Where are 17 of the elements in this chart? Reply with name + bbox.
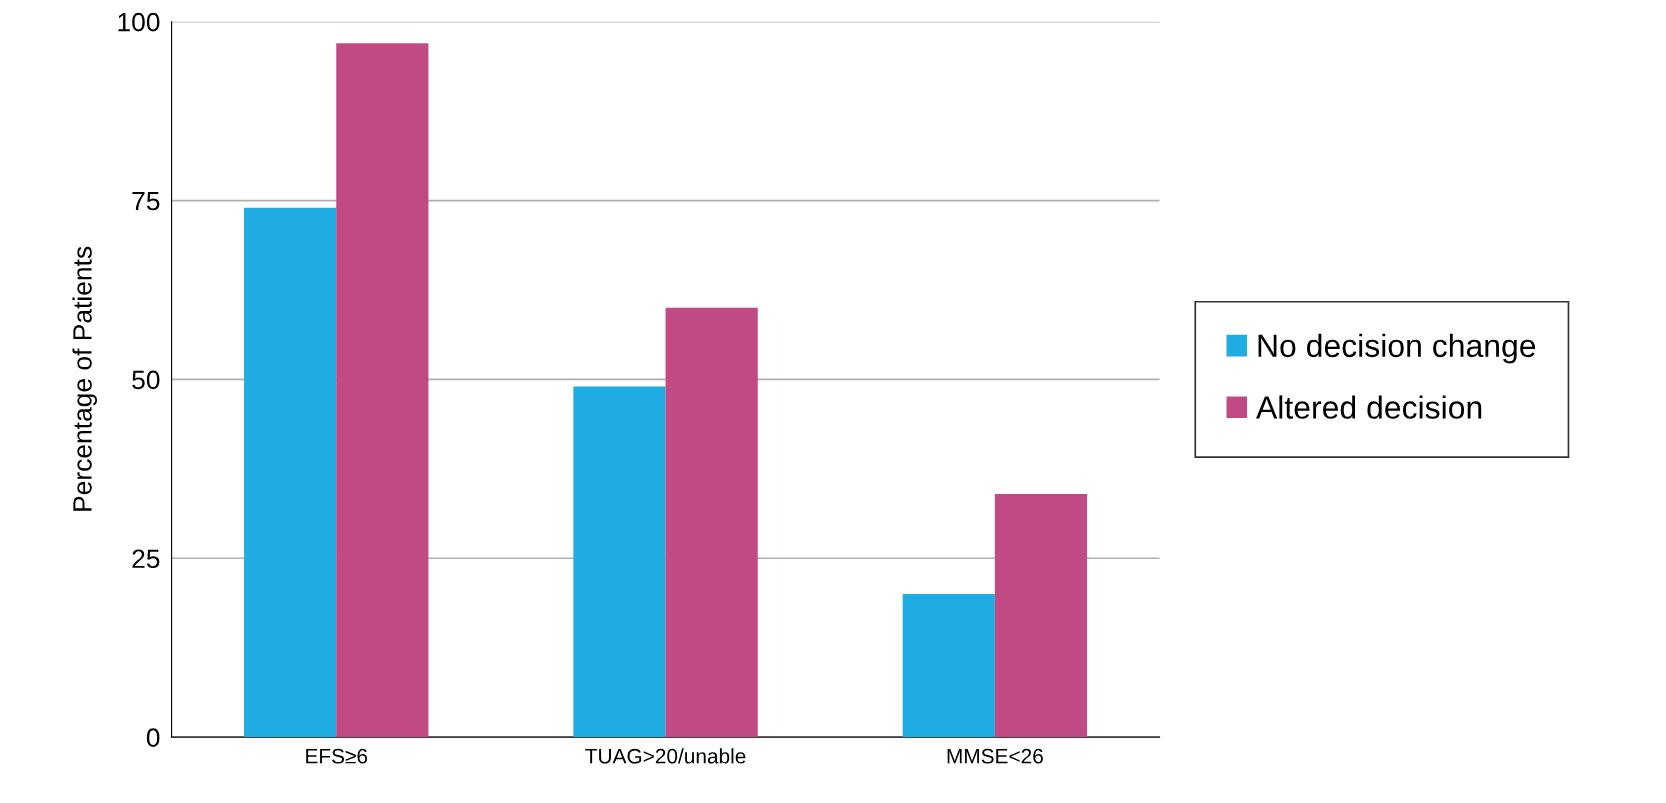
x-tick-label: EFS≥6 — [306, 748, 368, 764]
x-tick-label: MMSE<26 — [947, 748, 1043, 764]
bar — [244, 207, 337, 738]
x-tick-label: TUAG>20/unable — [585, 748, 746, 764]
y-tick-label: 50 — [132, 370, 160, 390]
legend-label: No decision change — [1258, 333, 1536, 364]
y-tick-label: 25 — [132, 549, 160, 569]
y-tick-label: 100 — [118, 12, 160, 32]
y-tick-label: 0 — [146, 728, 160, 747]
bar — [665, 307, 758, 738]
bar — [994, 493, 1088, 738]
bar — [573, 386, 666, 738]
legend-label: Altered decision — [1256, 395, 1482, 419]
bar — [336, 43, 429, 738]
y-axis-title: Percentage of Patients — [72, 246, 98, 511]
y-tick-label: 75 — [132, 191, 160, 211]
bar — [902, 594, 995, 738]
